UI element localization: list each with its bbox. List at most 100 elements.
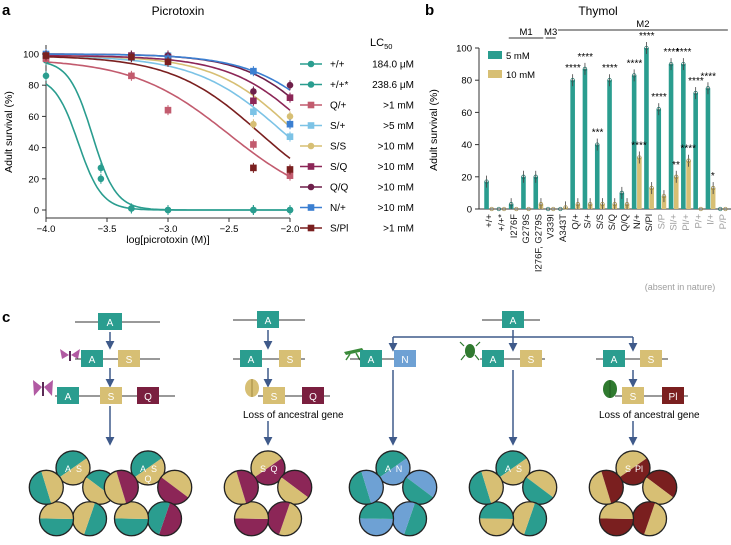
- legend-marker: [307, 183, 315, 191]
- category-label: P/P: [718, 214, 729, 229]
- significance-marker: ****: [565, 63, 581, 74]
- data-point: [250, 141, 257, 148]
- subunit-label: S: [625, 464, 631, 474]
- replicate-point: [558, 206, 563, 212]
- legend-name: +/+: [330, 60, 345, 71]
- significance-marker: *: [711, 171, 715, 182]
- replicate-point: [649, 185, 654, 191]
- gene-label-s: S: [528, 355, 535, 366]
- subunit-half: [134, 458, 165, 485]
- significance-marker: ****: [676, 47, 692, 58]
- subunit-half: [599, 518, 634, 536]
- replicate-point: [526, 206, 531, 212]
- replicate-point: [563, 205, 568, 210]
- loss-of-ancestral-gene-label: Loss of ancestral gene: [243, 410, 344, 421]
- gene-box-s: [263, 387, 285, 404]
- replicate-point: [681, 61, 686, 67]
- legend-marker: [307, 122, 315, 129]
- replicate-point: [514, 206, 519, 212]
- legend-marker: [307, 101, 315, 109]
- bar-Pl/+-5 mM: [681, 64, 686, 209]
- gene-box-n: [394, 350, 416, 367]
- data-point: [97, 164, 105, 172]
- gene-box-a: [257, 311, 279, 328]
- replicate-point: [612, 202, 617, 207]
- subunit-half: [619, 458, 650, 485]
- y-tick-label: 0: [34, 206, 39, 217]
- subunit-half: [479, 501, 514, 520]
- subunit-half: [147, 501, 171, 535]
- subunit-label: S: [260, 464, 266, 474]
- subunit-half: [589, 471, 612, 505]
- bar-S/Q-5 mM: [607, 80, 612, 209]
- significance-marker: ****: [680, 144, 696, 155]
- subunit-label: S: [516, 464, 522, 474]
- subunit-half: [251, 450, 282, 478]
- replicate-point: [489, 206, 494, 212]
- category-label: G279S: [521, 214, 532, 244]
- replicate-point: [551, 206, 556, 212]
- subunit-half: [281, 470, 312, 498]
- gene-label-a: A: [368, 355, 375, 366]
- subunit-half: [157, 477, 189, 505]
- legend-label-5mm: 5 mM: [506, 51, 530, 62]
- significance-marker: ****: [651, 92, 667, 103]
- gene-label-q: Q: [144, 392, 152, 403]
- subunit: [55, 450, 91, 486]
- replicate-point: [575, 202, 580, 207]
- x-tick-label: −2.0: [281, 224, 300, 235]
- significance-marker: ****: [631, 140, 647, 151]
- legend-name: Q/+: [330, 101, 347, 112]
- loss-of-ancestral-gene-label: Loss of ancestral gene: [599, 410, 700, 421]
- significance-marker: ****: [627, 58, 643, 69]
- data-point: [286, 81, 294, 89]
- subunit: [130, 450, 166, 486]
- y-tick-label: 100: [23, 50, 39, 61]
- subunit-half: [29, 471, 52, 505]
- data-point: [286, 206, 294, 214]
- subunit-half: [278, 502, 302, 536]
- subunit-half: [496, 450, 527, 478]
- data-point: [286, 166, 294, 173]
- panel-b-title: Thymol: [578, 4, 617, 18]
- subunit-label: S: [76, 464, 82, 474]
- gene-label-q: Q: [309, 392, 317, 403]
- y-tick-label: 40: [28, 143, 39, 154]
- lineage-branching: A A N: [344, 311, 700, 446]
- y-tick-label: 40: [461, 140, 472, 151]
- category-label: Pl/+: [681, 214, 692, 231]
- data-point: [250, 120, 257, 128]
- gene-label-n: N: [401, 355, 408, 366]
- gene-box-s: [622, 387, 644, 404]
- subunit-half: [158, 502, 182, 536]
- legend-lc50: >1 mM: [383, 101, 414, 112]
- replicate-point: [509, 202, 514, 207]
- subunit-half: [359, 501, 394, 520]
- category-label: S/S: [595, 214, 606, 229]
- replicate-point: [600, 202, 605, 207]
- subunit-half: [646, 470, 677, 498]
- significance-marker: ****: [639, 31, 655, 42]
- subunit-half: [526, 470, 557, 498]
- subunit-half: [114, 518, 149, 536]
- subunit-half: [522, 477, 554, 505]
- subunit: [103, 469, 139, 505]
- gene-box-a: [502, 311, 524, 328]
- gene-box-s: [118, 350, 140, 367]
- x-tick-label: −4.0: [37, 224, 56, 235]
- legend-lc50: >10 mM: [378, 162, 414, 173]
- y-tick-label: 0: [467, 205, 472, 216]
- x-axis-label: log[picrotoxin (M)]: [126, 234, 210, 246]
- gene-label-a: A: [510, 316, 517, 327]
- gene-label-s: S: [271, 392, 278, 403]
- subunit: [468, 469, 504, 505]
- legend-marker: [307, 60, 315, 68]
- gene-box-a: [360, 350, 382, 367]
- significance-marker: ****: [664, 47, 680, 58]
- gene-label-s: S: [287, 355, 294, 366]
- gene-box-s: [640, 350, 662, 367]
- data-point: [250, 206, 257, 214]
- legend-lc50: >10 mM: [378, 142, 414, 153]
